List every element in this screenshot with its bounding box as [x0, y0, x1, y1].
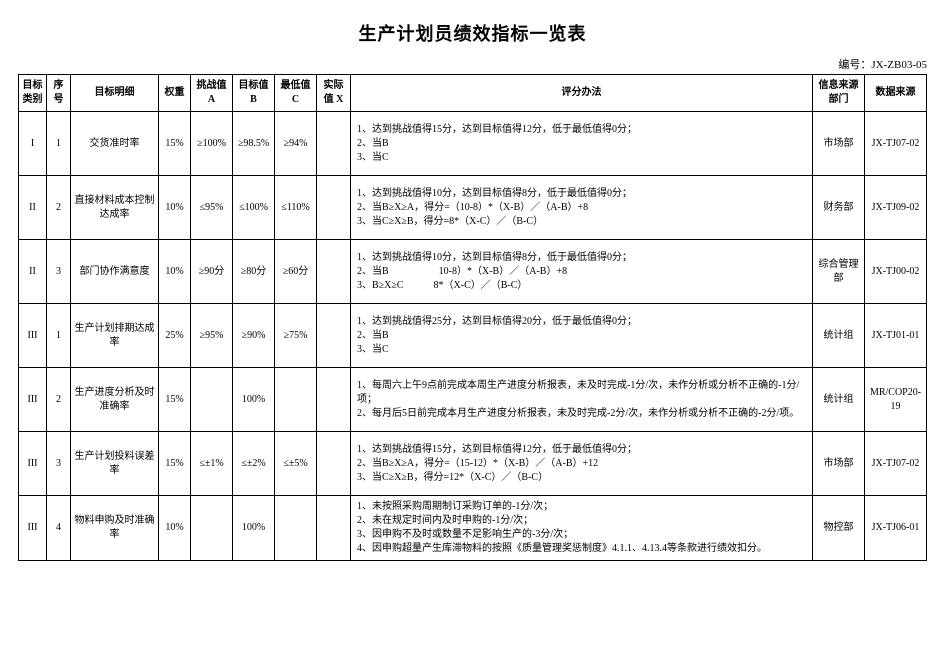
- cell-weight: 25%: [159, 304, 191, 368]
- table-row: III3生产计划投料误差率15%≤±1%≤±2%≤±5% 1、达到挑战值得15分，…: [19, 432, 927, 496]
- th-valX: 实际值 X: [317, 75, 351, 112]
- cell-b: ≤100%: [233, 176, 275, 240]
- cell-data_src: MR/COP20-19: [865, 368, 927, 432]
- cell-a: [191, 496, 233, 561]
- cell-seq: 3: [47, 240, 71, 304]
- cell-data_src: JX-TJ07-02: [865, 432, 927, 496]
- cell-cat: III: [19, 432, 47, 496]
- cell-src_dept: 物控部: [813, 496, 865, 561]
- cell-b: 100%: [233, 496, 275, 561]
- cell-seq: 3: [47, 432, 71, 496]
- cell-a: ≥90分: [191, 240, 233, 304]
- cell-b: ≤±2%: [233, 432, 275, 496]
- cell-x: [317, 496, 351, 561]
- cell-method: 1、达到挑战值得15分，达到目标值得12分，低于最低值得0分； 2、当B≥X≥A…: [351, 432, 813, 496]
- th-src-dept: 信息来源部门: [813, 75, 865, 112]
- cell-cat: I: [19, 112, 47, 176]
- cell-data_src: JX-TJ06-01: [865, 496, 927, 561]
- cell-a: [191, 368, 233, 432]
- cell-data_src: JX-TJ01-01: [865, 304, 927, 368]
- cell-c: ≤±5%: [275, 432, 317, 496]
- th-weight: 权重: [159, 75, 191, 112]
- cell-b: ≥90%: [233, 304, 275, 368]
- cell-c: [275, 496, 317, 561]
- page-title: 生产计划员绩效指标一览表: [18, 20, 927, 46]
- cell-seq: 4: [47, 496, 71, 561]
- cell-seq: 1: [47, 304, 71, 368]
- cell-x: [317, 112, 351, 176]
- th-category: 目标类别: [19, 75, 47, 112]
- table-row: III1生产计划排期达成率25%≥95%≥90%≥75% 1、达到挑战值得25分，…: [19, 304, 927, 368]
- cell-x: [317, 432, 351, 496]
- table-row: I1交货准时率15%≥100%≥98.5%≥94% 1、达到挑战值得15分，达到目…: [19, 112, 927, 176]
- cell-src_dept: 统计组: [813, 368, 865, 432]
- cell-a: ≥100%: [191, 112, 233, 176]
- cell-data_src: JX-TJ07-02: [865, 112, 927, 176]
- cell-a: ≤95%: [191, 176, 233, 240]
- cell-x: [317, 176, 351, 240]
- table-header-row: 目标类别 序号 目标明细 权重 挑战值 A 目标值 B 最低值 C 实际值 X …: [19, 75, 927, 112]
- table-row: III2生产进度分析及时准确率15% 100% 1、每周六上午9点前完成本周生产进度…: [19, 368, 927, 432]
- cell-src_dept: 市场部: [813, 432, 865, 496]
- cell-src_dept: 统计组: [813, 304, 865, 368]
- table-row: III4物料申购及时准确率10% 100% 1、未按照采购周期制订采购订单的-1分/…: [19, 496, 927, 561]
- cell-method: 1、未按照采购周期制订采购订单的-1分/次； 2、未在规定时间内及时申购的-1分…: [351, 496, 813, 561]
- cell-weight: 15%: [159, 112, 191, 176]
- cell-weight: 10%: [159, 240, 191, 304]
- th-seq: 序号: [47, 75, 71, 112]
- cell-c: [275, 368, 317, 432]
- th-data-src: 数据来源: [865, 75, 927, 112]
- th-valB: 目标值 B: [233, 75, 275, 112]
- cell-weight: 10%: [159, 176, 191, 240]
- cell-a: ≤±1%: [191, 432, 233, 496]
- cell-c: ≥60分: [275, 240, 317, 304]
- cell-c: ≤110%: [275, 176, 317, 240]
- cell-a: ≥95%: [191, 304, 233, 368]
- cell-x: [317, 304, 351, 368]
- cell-data_src: JX-TJ00-02: [865, 240, 927, 304]
- cell-cat: III: [19, 496, 47, 561]
- cell-method: 1、达到挑战值得10分，达到目标值得8分，低于最低值得0分； 2、当B≥X≥A，…: [351, 176, 813, 240]
- cell-detail: 部门协作满意度: [71, 240, 159, 304]
- cell-data_src: JX-TJ09-02: [865, 176, 927, 240]
- cell-method: 1、达到挑战值得25分，达到目标值得20分，低于最低值得0分； 2、当B 3、当…: [351, 304, 813, 368]
- cell-cat: II: [19, 240, 47, 304]
- cell-seq: 1: [47, 112, 71, 176]
- cell-x: [317, 368, 351, 432]
- kpi-table: 目标类别 序号 目标明细 权重 挑战值 A 目标值 B 最低值 C 实际值 X …: [18, 74, 927, 561]
- cell-seq: 2: [47, 176, 71, 240]
- th-method: 评分办法: [351, 75, 813, 112]
- cell-x: [317, 240, 351, 304]
- cell-weight: 15%: [159, 368, 191, 432]
- cell-c: ≥75%: [275, 304, 317, 368]
- cell-method: 1、达到挑战值得10分，达到目标值得8分，低于最低值得0分； 2、当B 10-8…: [351, 240, 813, 304]
- cell-detail: 生产计划排期达成率: [71, 304, 159, 368]
- cell-b: 100%: [233, 368, 275, 432]
- th-valC: 最低值 C: [275, 75, 317, 112]
- cell-weight: 15%: [159, 432, 191, 496]
- th-detail: 目标明细: [71, 75, 159, 112]
- cell-cat: III: [19, 368, 47, 432]
- cell-cat: III: [19, 304, 47, 368]
- cell-b: ≥80分: [233, 240, 275, 304]
- cell-c: ≥94%: [275, 112, 317, 176]
- th-valA: 挑战值 A: [191, 75, 233, 112]
- cell-b: ≥98.5%: [233, 112, 275, 176]
- cell-src_dept: 综合管理部: [813, 240, 865, 304]
- table-row: II3部门协作满意度10%≥90分≥80分≥60分 1、达到挑战值得10分，达到目…: [19, 240, 927, 304]
- table-row: II2直接材料成本控制达成率10%≤95%≤100%≤110% 1、达到挑战值得1…: [19, 176, 927, 240]
- cell-detail: 物料申购及时准确率: [71, 496, 159, 561]
- cell-detail: 生产计划投料误差率: [71, 432, 159, 496]
- cell-weight: 10%: [159, 496, 191, 561]
- cell-detail: 生产进度分析及时准确率: [71, 368, 159, 432]
- cell-method: 1、达到挑战值得15分，达到目标值得12分，低于最低值得0分； 2、当B 3、当…: [351, 112, 813, 176]
- cell-method: 1、每周六上午9点前完成本周生产进度分析报表，未及时完成-1分/次，未作分析或分…: [351, 368, 813, 432]
- cell-detail: 交货准时率: [71, 112, 159, 176]
- cell-src_dept: 市场部: [813, 112, 865, 176]
- cell-src_dept: 财务部: [813, 176, 865, 240]
- cell-seq: 2: [47, 368, 71, 432]
- cell-detail: 直接材料成本控制达成率: [71, 176, 159, 240]
- cell-cat: II: [19, 176, 47, 240]
- doc-id: 编号：JX-ZB03-05: [18, 56, 927, 72]
